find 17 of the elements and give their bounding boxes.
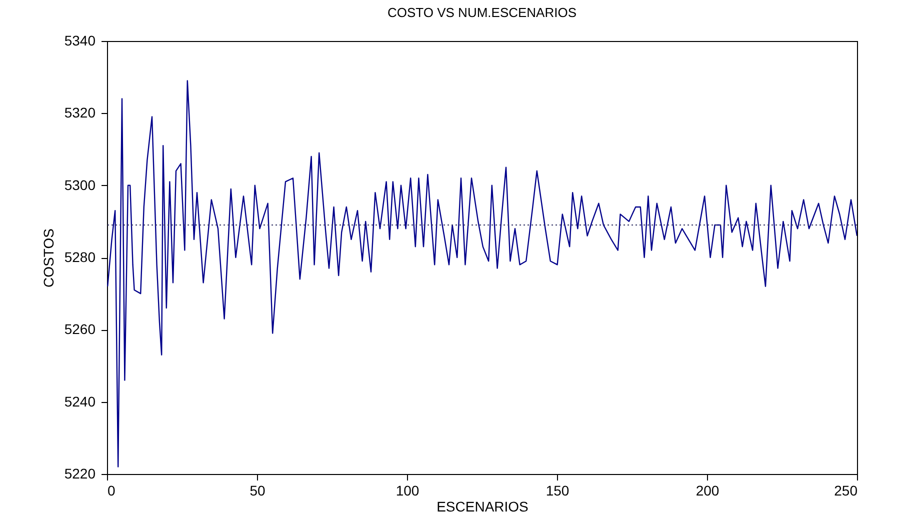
line-series bbox=[107, 80, 857, 468]
y-tick-label: 5280 bbox=[64, 249, 96, 265]
y-axis-title: COSTOS bbox=[40, 228, 56, 288]
y-tick-label: 5240 bbox=[64, 393, 96, 410]
x-tick-label: 0 bbox=[108, 482, 116, 498]
x-tick-label: 150 bbox=[546, 482, 570, 498]
y-tick-label: 5220 bbox=[64, 466, 96, 482]
y-tick-label: 5320 bbox=[64, 104, 96, 121]
chart-title: COSTO VS NUM.ESCENARIOS bbox=[387, 5, 577, 20]
x-tick-label: 200 bbox=[696, 482, 720, 498]
x-tick-label: 50 bbox=[250, 482, 266, 498]
y-tick-label: 5340 bbox=[64, 32, 96, 48]
x-tick-label: 250 bbox=[834, 482, 858, 498]
y-tick-label: 5260 bbox=[64, 321, 96, 338]
x-axis-title: ESCENARIOS bbox=[436, 498, 528, 514]
x-tick-label: 100 bbox=[396, 482, 420, 498]
y-tick-label: 5300 bbox=[64, 176, 96, 193]
